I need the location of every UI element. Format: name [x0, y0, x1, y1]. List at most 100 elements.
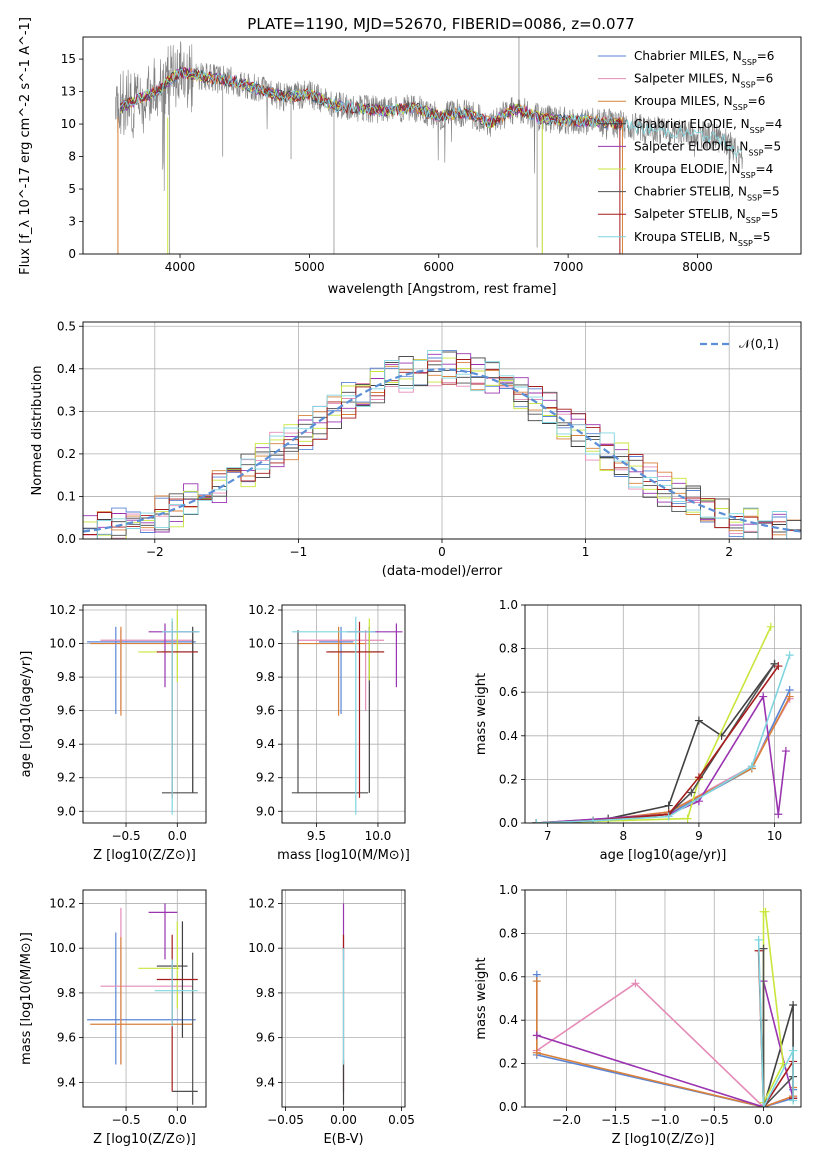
y-tick-label: 9.0: [57, 804, 76, 818]
series-marker: [589, 816, 598, 823]
x-tick-label: 0: [438, 545, 446, 559]
series-marker: [759, 1103, 768, 1107]
model-line-7: [120, 67, 623, 130]
plot-area: [532, 622, 794, 823]
x-axis-label: Z [log10(Z/Z⊙)]: [93, 848, 196, 863]
series-marker: [759, 944, 768, 953]
series-marker: [774, 810, 783, 819]
x-tick-label: 5000: [294, 260, 325, 274]
axes-frame: [281, 604, 406, 824]
x-tick-label: 9.5: [307, 829, 326, 843]
series-line-1: [536, 698, 791, 823]
x-tick-label: −2.0: [552, 1113, 581, 1127]
plot-area: [83, 349, 801, 539]
series-marker: [631, 979, 640, 988]
series-marker: [532, 1048, 541, 1057]
y-tick-label: 1.0: [499, 883, 518, 897]
x-tick-label: 8: [619, 829, 627, 843]
axes-frame: [82, 321, 802, 540]
legend: Chabrier MILES, NSSP=6 Salpeter MILES, NS…: [598, 49, 782, 247]
series-marker: [774, 662, 783, 671]
x-axis-label: Z [log10(Z/Z⊙)]: [93, 1132, 196, 1147]
y-tick-label: 9.6: [256, 1031, 275, 1045]
errorbar-2: [90, 936, 193, 1065]
model-line-6: [120, 66, 623, 131]
errorbar-2: [297, 626, 366, 716]
plot-area: [291, 616, 403, 815]
y-tick-label: 0.2: [499, 772, 518, 786]
errorbar-5: [138, 610, 180, 683]
y-axis-label: Normed distribution: [30, 366, 45, 496]
y-tick-label: 0.1: [57, 489, 76, 503]
plot-area: [115, 37, 743, 254]
y-tick-label: 10.0: [49, 637, 76, 651]
series-marker: [694, 716, 703, 725]
x-tick-label: −1: [290, 545, 308, 559]
legend-label: Kroupa STELIB, NSSP=5: [634, 230, 771, 248]
errorbar-5: [138, 921, 180, 1009]
panel-residuals: −2 −1 0 1 2 0.0 0.1 0.2 0.3 0.4 0.5 𝒩(0,1) (data-mod…: [30, 319, 802, 579]
model-line-8: [120, 68, 743, 158]
axes-frame: [82, 36, 802, 255]
plot-area: [532, 907, 798, 1107]
y-tick-label: 0.5: [57, 319, 76, 333]
series-marker: [694, 773, 703, 782]
x-tick-label: 4000: [165, 260, 196, 274]
series-marker: [766, 622, 775, 631]
y-tick-label: 0.3: [57, 404, 76, 418]
errorbar-5: [328, 618, 378, 681]
series-line-8: [536, 654, 791, 823]
x-tick-label: 0.0: [168, 829, 187, 843]
x-tick-label: 10: [767, 829, 782, 843]
series-marker: [781, 747, 790, 756]
errorbar-7: [326, 621, 385, 798]
y-tick-label: 5: [68, 182, 76, 196]
series-marker: [683, 814, 692, 823]
series-line-5: [536, 626, 772, 823]
panel-age-vs-Z: −0.5 0.0 9.0 9.2 9.4 9.6 9.8 10.0 10.2 Z [log10(Z…: [19, 603, 207, 863]
panel-mass-weight-vs-age: 7 8 9 10 0.0 0.2 0.4 0.6 0.8 1.0 age [log10(age/yr…: [474, 598, 802, 863]
y-tick-label: 10.2: [49, 603, 76, 617]
series-marker: [789, 1001, 798, 1010]
y-tick-label: 10.0: [248, 941, 275, 955]
figure-title: PLATE=1190, MJD=52670, FIBERID=0086, z=0…: [247, 15, 634, 33]
x-tick-label: 1: [582, 545, 590, 559]
x-axis-label: mass [log10(M/M⊙)]: [277, 848, 410, 863]
legend-label: Chabrier MILES, NSSP=6: [634, 49, 774, 67]
x-tick-label: −0.5: [111, 1113, 140, 1127]
panel-mass-weight-vs-Z: −2.0 −1.5 −1.0 −0.5 0.0 0.0 0.2 0.4 0.6 0.8 1.0 Z […: [474, 883, 802, 1147]
y-tick-label: 9.6: [256, 704, 275, 718]
panel-mass-vs-EBV: −0.05 0.00 0.05 9.4 9.6 9.8 10.0 10.2 E(B-V): [248, 889, 415, 1147]
errorbar-8: [161, 618, 200, 815]
x-tick-label: −1.5: [601, 1113, 630, 1127]
y-tick-label: 9.8: [256, 670, 275, 684]
y-tick-label: 0.0: [499, 816, 518, 830]
x-tick-label: −0.5: [700, 1113, 729, 1127]
x-tick-label: 7000: [553, 260, 584, 274]
y-tick-label: 0.6: [499, 970, 518, 984]
legend-label: 𝒩(0,1): [739, 337, 779, 351]
x-tick-label: 6000: [423, 260, 454, 274]
y-tick-label: 15: [61, 52, 76, 66]
x-axis-label: E(B-V): [323, 1132, 363, 1147]
y-axis-label: age [log10(age/yr)]: [19, 651, 34, 778]
series-marker: [754, 935, 763, 944]
legend-label: Kroupa ELODIE, NSSP=4: [634, 162, 773, 180]
legend-label: Chabrier ELODIE, NSSP=4: [634, 117, 782, 135]
x-axis-label: (data-model)/error: [382, 564, 503, 579]
y-axis-label: mass [log10(M/M⊙)]: [19, 932, 34, 1065]
y-tick-label: 9.2: [57, 771, 76, 785]
y-tick-label: 9.8: [256, 986, 275, 1000]
y-tick-label: 13: [61, 85, 76, 99]
x-tick-label: 0.00: [330, 1113, 357, 1127]
x-tick-label: 2: [725, 545, 733, 559]
y-tick-label: 0.6: [499, 685, 518, 699]
errorbar-1: [100, 907, 193, 1065]
errorbar-8: [154, 959, 198, 1027]
x-tick-label: 7: [544, 829, 552, 843]
series-line-8: [757, 939, 794, 1107]
panel-spectrum: 4000 5000 6000 7000 8000 0 3 5 8 10 13 15 Chabrier M…: [18, 17, 802, 297]
errorbar-0: [318, 626, 354, 714]
y-tick-label: 9.4: [57, 1075, 76, 1089]
y-tick-label: 0.0: [499, 1100, 518, 1114]
